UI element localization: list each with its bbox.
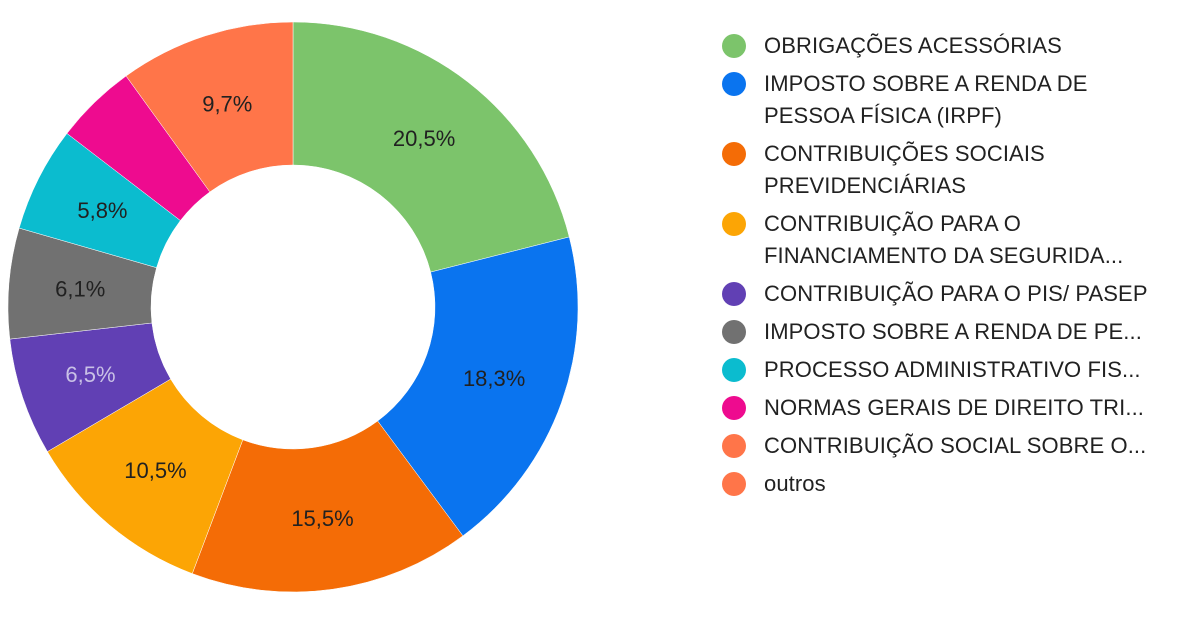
slice-label-contribuicoes-sociais-previdenciarias: 15,5% [291,506,353,531]
legend-swatch [722,358,746,382]
donut-slices [7,21,579,593]
legend-item-processo-administrativo-fis: PROCESSO ADMINISTRATIVO FIS... [722,354,1182,386]
slice-label-contribuicao-para-o-financiamento-da-seg: 10,5% [124,458,186,483]
legend-label: NORMAS GERAIS DE DIREITO TRI... [764,395,1145,420]
legend-swatch [722,434,746,458]
legend-swatch [722,282,746,306]
legend-label: CONTRIBUIÇÃO PARA O PIS/ PASEP [764,281,1148,306]
slice-label-obrigacoes-acessorias: 20,5% [393,126,455,151]
legend-label: CONTRIBUIÇÕES SOCIAIS PREVIDENCIÁRIAS [764,141,1045,198]
legend-swatch [722,72,746,96]
legend-item-contribuicao-social-sobre-o: CONTRIBUIÇÃO SOCIAL SOBRE O... [722,430,1182,462]
slice-contribuicoes-sociais-previdenciarias [191,420,464,593]
slice-label-processo-administrativo-fis: 5,8% [77,198,127,223]
legend-swatch [722,320,746,344]
legend-swatch [722,396,746,420]
legend-label: OBRIGAÇÕES ACESSÓRIAS [764,33,1062,58]
slice-contribuicao-social-sobre-o [125,21,294,193]
slice-label-imposto-sobre-a-renda-de-pe: 6,1% [55,277,105,302]
legend-swatch [722,212,746,236]
slice-label-contribuicao-para-o-pis-pasep: 6,5% [65,362,115,387]
legend-swatch [722,142,746,166]
legend-label: IMPOSTO SOBRE A RENDA DE PE... [764,319,1142,344]
slice-imposto-sobre-a-renda-de-pessoa-fisica-i [377,236,579,537]
legend-item-imposto-sobre-a-renda-de-pessoa-fisica-i: IMPOSTO SOBRE A RENDA DE PESSOA FÍSICA (… [722,68,1182,132]
donut-chart: 20,5% 18,3% 15,5% 10,5% 6,5% 6,1% 5,8% 9,7% [7,21,579,593]
legend-swatch [722,472,746,496]
legend-label: CONTRIBUIÇÃO PARA O FINANCIAMENTO DA SEG… [764,211,1124,268]
legend-swatch [722,34,746,58]
legend-label: IMPOSTO SOBRE A RENDA DE PESSOA FÍSICA (… [764,71,1088,128]
legend-item-imposto-sobre-a-renda-de-pe: IMPOSTO SOBRE A RENDA DE PE... [722,316,1182,348]
legend-item-normas-gerais-de-direito-tri: NORMAS GERAIS DE DIREITO TRI... [722,392,1182,424]
legend-item-contribuicao-para-o-financiamento-da-seg: CONTRIBUIÇÃO PARA O FINANCIAMENTO DA SEG… [722,208,1182,272]
legend-label: PROCESSO ADMINISTRATIVO FIS... [764,357,1141,382]
slice-obrigacoes-acessorias [292,21,570,273]
legend-label: CONTRIBUIÇÃO SOCIAL SOBRE O... [764,433,1147,458]
legend-item-contribuicao-para-o-pis-pasep: CONTRIBUIÇÃO PARA O PIS/ PASEP [722,278,1182,310]
legend-item-contribuicoes-sociais-previdenciarias: CONTRIBUIÇÕES SOCIAIS PREVIDENCIÁRIAS [722,138,1182,202]
legend-item-obrigacoes-acessorias: OBRIGAÇÕES ACESSÓRIAS [722,30,1182,62]
chart-legend: OBRIGAÇÕES ACESSÓRIAS IMPOSTO SOBRE A REN… [722,30,1182,506]
slice-labels: 20,5% 18,3% 15,5% 10,5% 6,5% 6,1% 5,8% 9,7% [55,91,525,531]
slice-label-imposto-sobre-a-renda-de-pessoa-fisica-i: 18,3% [463,366,525,391]
slice-label-contribuicao-social-sobre-o: 9,7% [202,91,252,116]
legend-item-outros: outros [722,468,1182,500]
legend-label: outros [764,471,826,496]
